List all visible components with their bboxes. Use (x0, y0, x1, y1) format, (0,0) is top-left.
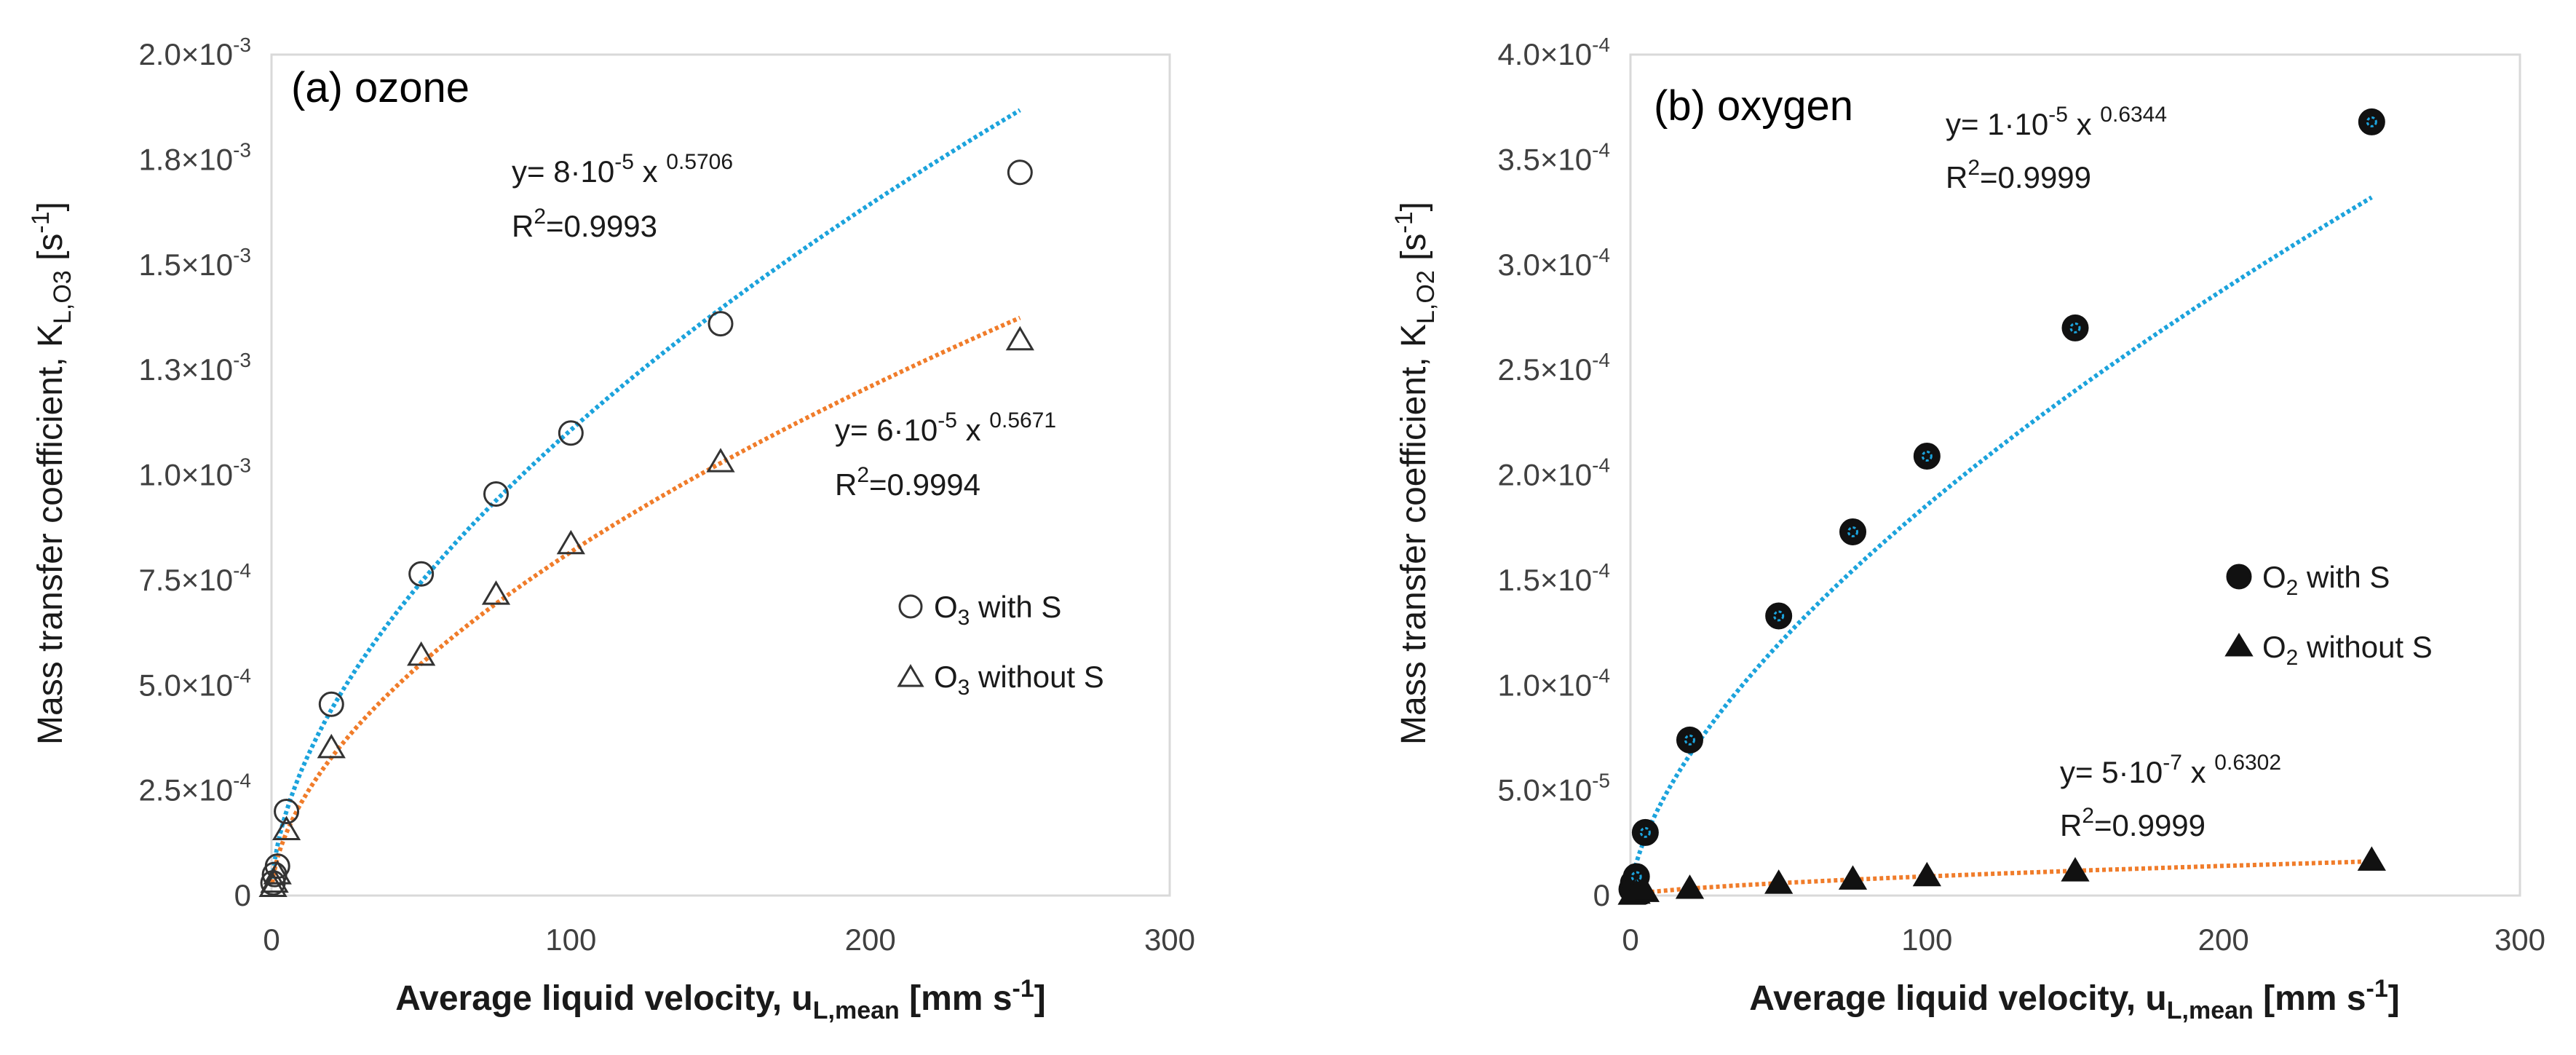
data-point (317, 733, 346, 759)
y-tick-label: 2.5×10-4 (1497, 349, 1610, 387)
y-tick-label: 1.3×10-3 (138, 349, 251, 387)
x-tick-label: 100 (545, 922, 596, 957)
data-point-fit-overlay (1773, 610, 1785, 622)
data-point (1675, 874, 1705, 899)
panel-oxygen: 0 5.0×10-5 1.0×10-4 1.5×10-4 2.0×10-4 2.5×10-… (1390, 33, 2545, 1024)
data-point (407, 641, 436, 666)
panel-ozone: 0 2.5×10-4 5.0×10-4 7.5×10-4 1.0×10-3 1.3×10-… (27, 33, 1195, 1024)
plot-area-frame (1629, 53, 2521, 897)
panel-title: (a) ozone (291, 64, 469, 111)
y-tick-label: 4.0×10-4 (1497, 33, 1610, 71)
y-axis-title: Mass transfer coefficient, KL,O3 [s-1] (27, 202, 76, 745)
data-point (1007, 159, 1033, 186)
y-tick-label: 7.5×10-4 (138, 559, 251, 597)
data-point (1005, 325, 1034, 351)
x-tick-label: 100 (1901, 922, 1952, 957)
fit-equation-without-s: y= 5·10-7 x 0.6302 (2060, 751, 2281, 789)
legend-label-o2-with-s: O2 with S (2262, 560, 2390, 600)
plot-area-frame (270, 53, 1171, 897)
legend-marker-circle-open (898, 594, 923, 619)
y-tick-label: 1.5×10-3 (138, 244, 251, 282)
fit-equation-with-s: y= 1·10-5 x 0.6344 (1946, 103, 2167, 141)
fit-line (1630, 859, 2372, 898)
data-point (1913, 443, 1941, 470)
y-tick-label: 5.0×10-5 (1497, 770, 1610, 807)
x-tick-label: 0 (263, 922, 280, 957)
legend-marker-triangle-open (897, 664, 924, 687)
data-point (1676, 726, 1703, 754)
data-point (272, 815, 301, 840)
y-tick-label: 5.0×10-4 (138, 664, 251, 702)
data-point-fit-overlay (1639, 826, 1651, 838)
fit-line (270, 108, 1021, 880)
x-tick-label: 300 (1144, 922, 1195, 957)
data-point (2358, 108, 2385, 135)
data-point (1630, 877, 1660, 902)
y-tick-label: 1.8×10-3 (138, 138, 251, 176)
panel-title: (b) oxygen (1654, 82, 1853, 130)
fit-r2-with-s: R2=0.9993 (512, 205, 657, 243)
x-tick-label: 0 (1622, 922, 1638, 957)
data-point (1912, 861, 1941, 887)
fit-line (270, 315, 1021, 883)
data-point (1764, 869, 1794, 894)
data-point (263, 860, 292, 885)
data-point (558, 420, 584, 446)
data-point-fit-overlay (1921, 451, 1933, 462)
legend-label-o2-without-s: O2 without S (2262, 630, 2433, 670)
legend: O2 with S O2 without S (2224, 560, 2433, 670)
fit-equation-without-s: y= 6·10-5 x 0.5671 (835, 408, 1056, 447)
data-point (318, 691, 344, 717)
y-tick-label: 2.5×10-4 (138, 770, 251, 807)
fit-r2-without-s: R2=0.9994 (835, 463, 980, 502)
y-axis-title: Mass transfer coefficient, KL,O2 [s-1] (1390, 202, 1440, 745)
legend: O3 with S O3 without S (897, 590, 1104, 700)
data-point-fit-overlay (2366, 116, 2377, 127)
data-point-fit-overlay (2069, 322, 2081, 333)
y-tick-label: 1.5×10-4 (1497, 559, 1610, 597)
data-point-fit-overlay (1847, 526, 1858, 537)
data-point (2357, 846, 2386, 871)
legend-marker-triangle-filled (2224, 633, 2254, 657)
y-tick-label: 3.0×10-4 (1497, 244, 1610, 282)
data-point (706, 448, 735, 473)
x-axis-title: Average liquid velocity, uL,mean [mm s-1… (395, 975, 1045, 1024)
data-point (556, 529, 585, 555)
fit-line (1629, 195, 2373, 886)
fit-r2-with-s: R2=0.9999 (1946, 156, 2091, 194)
data-point (483, 481, 509, 507)
y-tick-label: 2.0×10-3 (138, 33, 251, 71)
x-tick-label: 200 (845, 922, 896, 957)
x-tick-label: 200 (2198, 922, 2249, 957)
y-tick-label: 3.5×10-4 (1497, 138, 1610, 176)
data-point (260, 868, 289, 893)
data-point (2061, 857, 2090, 882)
data-point (274, 799, 300, 824)
y-tick-label: 0 (234, 878, 251, 912)
data-point (1631, 818, 1659, 846)
y-tick-label: 2.0×10-4 (1497, 454, 1610, 492)
data-point (1839, 518, 1866, 545)
legend-label-o3-with-s: O3 with S (934, 590, 1061, 630)
y-tick-label: 0 (1593, 878, 1610, 912)
data-point (708, 311, 734, 337)
y-tick-label: 1.0×10-3 (138, 454, 251, 492)
x-axis-title: Average liquid velocity, uL,mean [mm s-1… (1749, 975, 2399, 1024)
data-point (1838, 865, 1868, 890)
legend-marker-circle-filled (2226, 564, 2252, 590)
fit-r2-without-s: R2=0.9999 (2060, 804, 2206, 842)
data-point (408, 561, 435, 587)
y-tick-label: 1.0×10-4 (1497, 664, 1610, 702)
data-point (1765, 602, 1793, 630)
data-point-fit-overlay (1684, 734, 1695, 746)
legend-label-o3-without-s: O3 without S (934, 660, 1104, 700)
fit-equation-with-s: y= 8·10-5 x 0.5706 (512, 150, 733, 189)
x-tick-label: 300 (2494, 922, 2545, 957)
data-point (481, 580, 511, 605)
data-point (2061, 314, 2089, 341)
